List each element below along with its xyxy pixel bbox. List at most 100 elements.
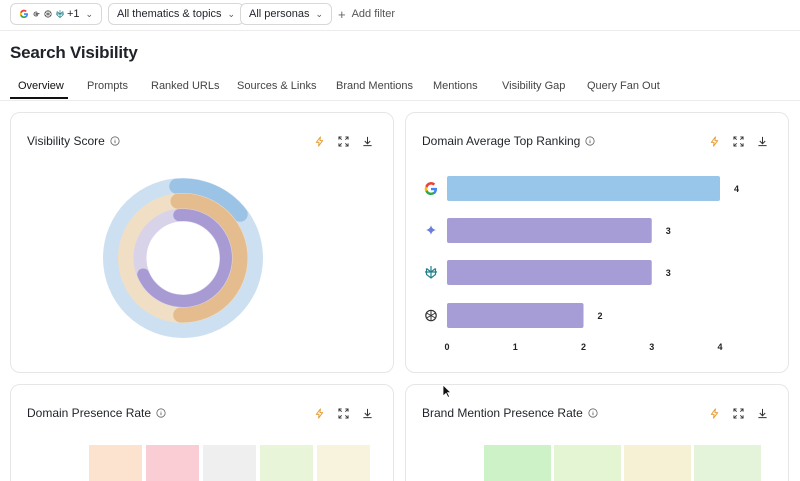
- ring-arc-3[interactable]: [134, 209, 232, 307]
- insights-button[interactable]: [702, 405, 726, 421]
- x-tick-label: 4: [717, 342, 722, 352]
- expand-icon: [732, 135, 744, 147]
- card-actions: [307, 405, 379, 421]
- chevron-down-icon: ⌄: [85, 8, 94, 19]
- card-title-text: Brand Mention Presence Rate: [422, 406, 583, 420]
- info-icon[interactable]: [110, 136, 120, 146]
- download-button[interactable]: [355, 133, 379, 149]
- download-button[interactable]: [355, 405, 379, 421]
- chevron-down-icon: ⌄: [227, 8, 236, 19]
- lightning-icon: [710, 407, 718, 419]
- google-icon: [19, 9, 28, 19]
- chevron-down-icon: ⌄: [315, 8, 324, 19]
- bar-value-label: 3: [666, 226, 671, 236]
- download-button[interactable]: [750, 405, 774, 421]
- tab-visibility-gap[interactable]: Visibility Gap: [502, 80, 566, 92]
- tab-mentions[interactable]: Mentions: [433, 80, 478, 92]
- download-icon: [757, 408, 767, 418]
- google-g-outline-icon: [33, 11, 40, 17]
- google-icon: [424, 182, 437, 196]
- lightning-icon: [315, 135, 323, 147]
- x-tick-label: 1: [513, 342, 518, 352]
- heatmap-cell[interactable]: [146, 445, 199, 481]
- card-actions: [702, 405, 774, 421]
- x-tick-label: 3: [649, 342, 654, 352]
- bar-value-label: 4: [734, 184, 739, 194]
- heatmap-cell[interactable]: [554, 445, 621, 481]
- chatgpt-icon: [425, 309, 437, 322]
- domain-presence-card: Domain Presence Rate: [10, 384, 394, 481]
- heatmap-cell[interactable]: [260, 445, 313, 481]
- insights-button[interactable]: [307, 133, 331, 149]
- download-button[interactable]: [750, 133, 774, 149]
- download-icon: [362, 136, 372, 146]
- visibility-score-card: Visibility Score: [10, 112, 394, 373]
- add-filter-button[interactable]: + Add filter: [338, 3, 395, 25]
- thematics-filter-label: All thematics & topics: [117, 8, 222, 20]
- tab-bar: Overview Prompts Ranked URLs Sources & L…: [0, 74, 800, 100]
- heatmap-cell[interactable]: [317, 445, 370, 481]
- card-title-text: Visibility Score: [27, 134, 105, 148]
- expand-button[interactable]: [331, 405, 355, 421]
- expand-button[interactable]: [726, 133, 750, 149]
- heatmap-cell[interactable]: [484, 445, 551, 481]
- tab-sources-links[interactable]: Sources & Links: [237, 80, 317, 92]
- insights-button[interactable]: [307, 405, 331, 421]
- bar-perplexity[interactable]: [447, 260, 652, 285]
- card-title: Domain Presence Rate: [27, 406, 166, 420]
- add-filter-label: Add filter: [351, 8, 396, 20]
- tab-divider: [0, 100, 800, 101]
- card-title-text: Domain Presence Rate: [27, 406, 152, 420]
- tab-query-fan-out[interactable]: Query Fan Out: [587, 80, 660, 92]
- card-title: Domain Average Top Ranking: [422, 134, 595, 148]
- domain-ranking-chart: 4 3 3 2 0 1 2 3 4: [424, 176, 739, 352]
- ring-arc-2[interactable]: [118, 193, 248, 323]
- expand-icon: [337, 407, 349, 419]
- filter-bar: +1 ⌄ All thematics & topics ⌄ All person…: [0, 0, 800, 31]
- bar-chatgpt[interactable]: [447, 303, 584, 328]
- download-icon: [362, 408, 372, 418]
- gemini-icon: [426, 225, 436, 235]
- info-icon[interactable]: [585, 136, 595, 146]
- thematics-filter-chip[interactable]: All thematics & topics ⌄: [108, 3, 245, 25]
- brand-presence-card: Brand Mention Presence Rate: [405, 384, 789, 481]
- card-title: Brand Mention Presence Rate: [422, 406, 598, 420]
- domain-ranking-card: Domain Average Top Ranking 4 3 3 2 0 1 2 3 4: [405, 112, 789, 373]
- download-icon: [757, 136, 767, 146]
- card-actions: [307, 133, 379, 149]
- engine-filter-chip[interactable]: +1 ⌄: [10, 3, 103, 25]
- tab-ranked-urls[interactable]: Ranked URLs: [151, 80, 220, 92]
- lightning-icon: [315, 407, 323, 419]
- tab-overview[interactable]: Overview: [18, 80, 64, 92]
- ring-arc-1[interactable]: [103, 178, 263, 338]
- chatgpt-icon: [44, 10, 52, 18]
- mouse-cursor-icon: [442, 384, 452, 398]
- insights-button[interactable]: [702, 133, 726, 149]
- tab-brand-mentions[interactable]: Brand Mentions: [336, 80, 414, 92]
- bar-google[interactable]: [447, 176, 720, 201]
- active-tab-indicator: [10, 97, 68, 99]
- heatmap-cell[interactable]: [203, 445, 256, 481]
- expand-button[interactable]: [726, 405, 750, 421]
- expand-icon: [732, 407, 744, 419]
- tab-prompts[interactable]: Prompts: [87, 80, 128, 92]
- page-title: Search Visibility: [10, 43, 138, 62]
- bar-value-label: 3: [666, 268, 671, 278]
- heatmap-cell[interactable]: [624, 445, 691, 481]
- info-icon[interactable]: [156, 408, 166, 418]
- x-tick-label: 0: [444, 342, 449, 352]
- heatmap-cell[interactable]: [694, 445, 761, 481]
- engine-filter-count: +1: [67, 8, 80, 20]
- visibility-score-rings: [103, 178, 263, 338]
- perplexity-icon: [425, 266, 437, 279]
- card-title-text: Domain Average Top Ranking: [422, 134, 581, 148]
- perplexity-icon: [56, 10, 64, 18]
- expand-button[interactable]: [331, 133, 355, 149]
- bar-value-label: 2: [598, 311, 603, 321]
- heatmap-cell[interactable]: [89, 445, 142, 481]
- bar-gemini[interactable]: [447, 218, 652, 243]
- card-actions: [702, 133, 774, 149]
- info-icon[interactable]: [588, 408, 598, 418]
- personas-filter-chip[interactable]: All personas ⌄: [240, 3, 333, 25]
- lightning-icon: [710, 135, 718, 147]
